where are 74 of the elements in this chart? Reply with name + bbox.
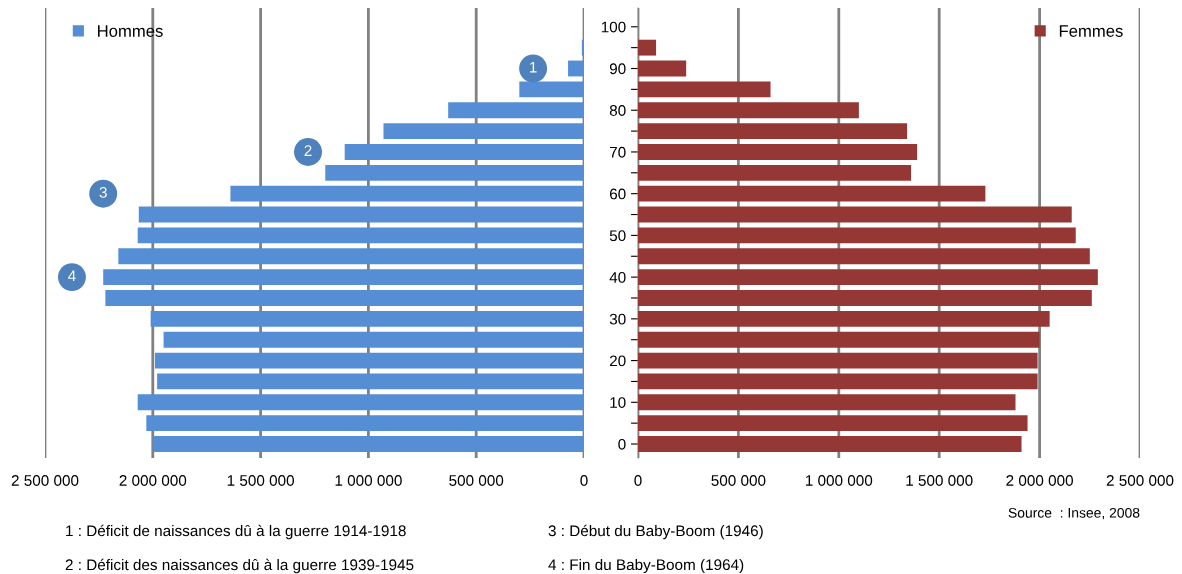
bar [581,39,584,56]
bar [230,185,584,202]
bar [638,415,1028,432]
bar [638,331,1040,348]
bar [638,206,1072,223]
bar [638,102,859,119]
x-tick-label: 500 000 [711,475,766,486]
bar [154,352,584,369]
bar [103,269,584,286]
source-note: Source : Insee, 2008 [1008,507,1140,520]
text: 4 : Fin du Baby-Boom (1964) [548,558,744,574]
bar [638,310,1050,327]
text: 2 : Déficit des naissances dû à la guerre 1939-1945 [65,558,414,574]
bar [519,81,584,98]
bar [638,81,771,98]
x-tick-label: 1 000 000 [805,475,873,486]
text: 1 : Déficit de naissances dû à la guerre 1914-1918 [66,524,406,540]
x-tick-label: 2 000 000 [1006,475,1073,486]
bar [146,415,584,432]
bar [638,269,1098,286]
y-tick-label: 70 [609,146,626,158]
bar [383,123,584,140]
bar [118,248,584,265]
annotation: 1 [530,61,537,73]
y-tick-label: 80 [609,105,626,116]
y-tick-label: 100 [601,21,626,33]
bar [638,39,657,56]
bar [638,373,1038,390]
y-tick-label: 10 [610,397,626,408]
annotation: 3 [99,186,107,198]
bar [105,290,584,306]
bar [152,436,584,452]
x-tick-label: 0 [580,475,588,486]
bar [638,290,1092,306]
y-tick-label: 90 [609,63,626,75]
bar [638,185,986,202]
bar [638,60,687,77]
bar [137,227,584,244]
x-tick-label: 1 500 000 [906,475,973,486]
bar [638,144,918,160]
bar [163,331,584,348]
y-tick-label: 50 [609,230,626,242]
bar [638,227,1076,244]
bar [137,394,584,411]
legend-label: Femmes [1059,25,1123,37]
bar [344,144,584,160]
annotation: 4 [68,270,76,282]
x-tick-label: 1 500 000 [227,475,294,486]
bar [638,248,1090,265]
y-tick-label: 30 [609,313,626,325]
text: 3 : Début du Baby-Boom (1946) [548,524,763,540]
bar [638,164,912,181]
y-tick-label: 0 [618,438,626,450]
bar [157,373,584,390]
bar [638,436,1022,452]
bar [638,123,908,140]
x-tick-label: 0 [634,475,642,486]
x-tick-label: 2 500 000 [1106,475,1174,486]
annotation: 2 [304,145,312,156]
bar [150,310,584,327]
y-tick-label: 40 [609,271,626,283]
bar [325,164,584,181]
y-tick-label: 20 [609,355,626,367]
bar [638,352,1038,369]
legend-label: Hommes [98,25,163,37]
x-tick-label: 2 000 000 [119,475,187,486]
bar [448,102,584,119]
x-tick-label: 1 000 000 [335,475,402,486]
y-tick-label: 60 [609,188,626,200]
x-tick-label: 500 000 [449,475,504,486]
bar [568,60,584,77]
bar [638,394,1016,411]
x-tick-label: 2 500 000 [11,475,79,486]
bar [138,206,584,223]
